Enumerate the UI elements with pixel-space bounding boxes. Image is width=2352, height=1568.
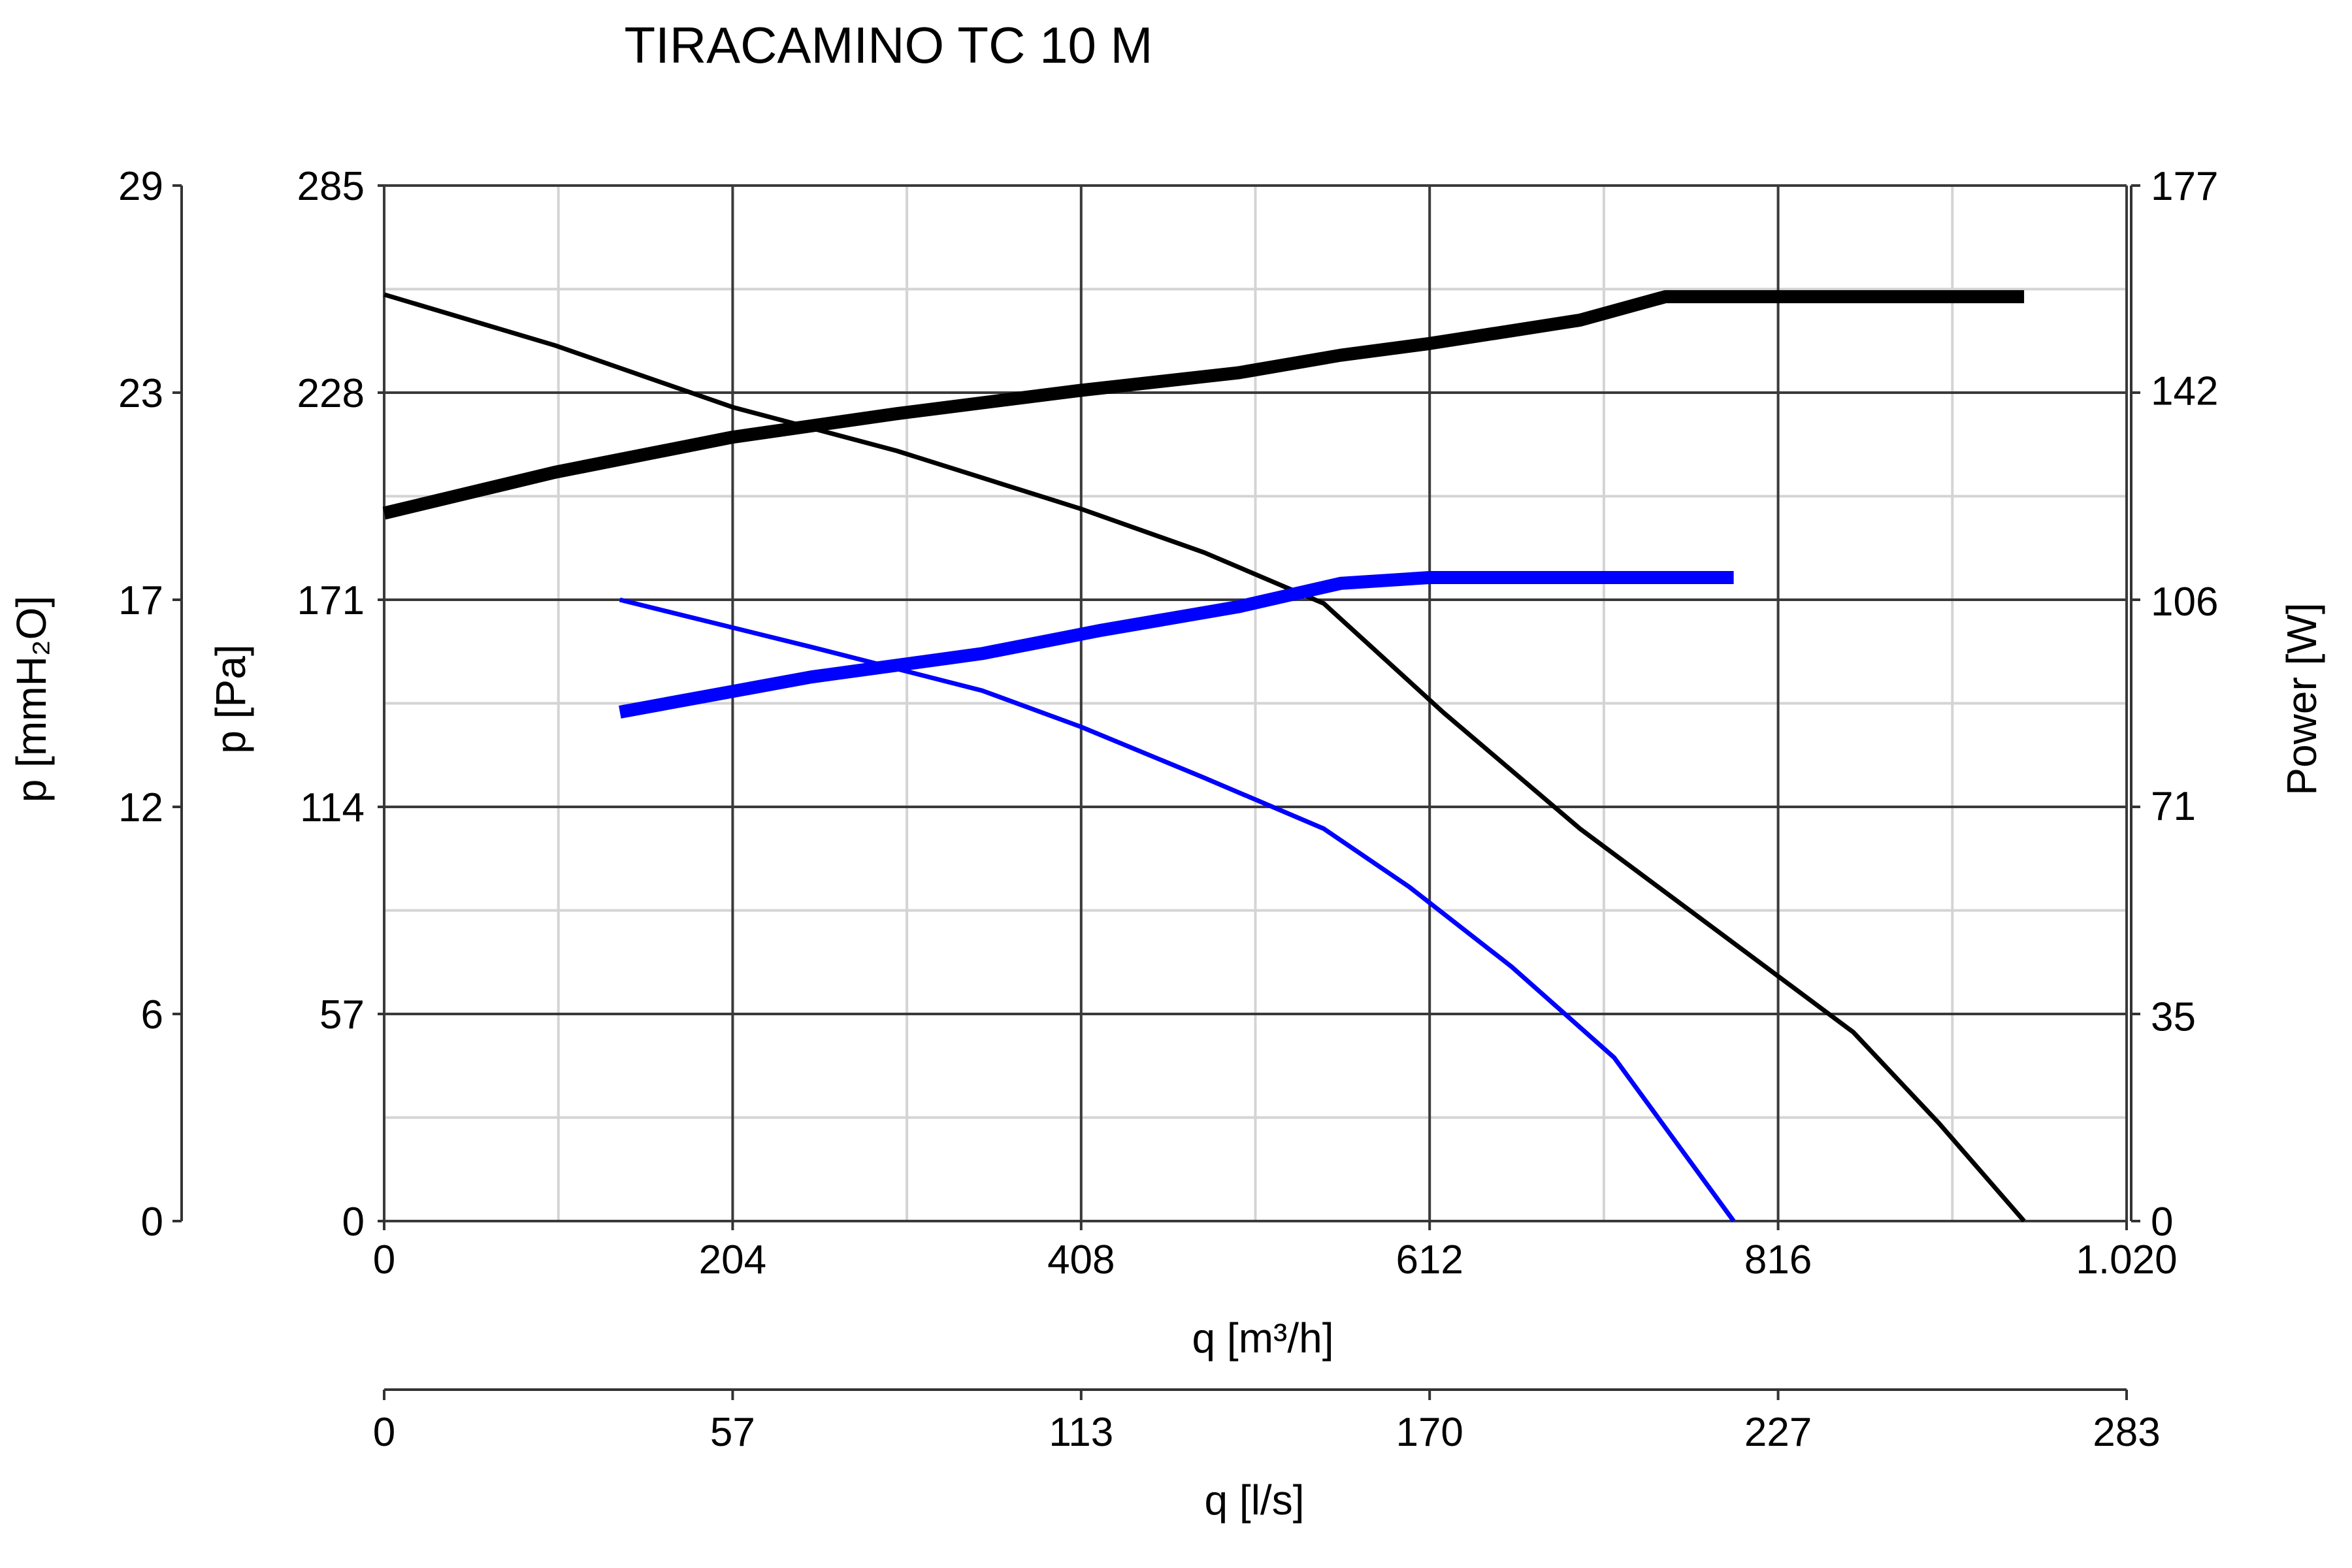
grid-minor xyxy=(384,186,2127,1221)
y-power-tick-label: 0 xyxy=(2151,1200,2173,1245)
y-power-tick-label: 142 xyxy=(2151,368,2218,414)
x-secondary-tick-label: 170 xyxy=(1396,1410,1463,1455)
x-secondary-tick-label: 57 xyxy=(710,1410,755,1455)
series-line-power-blue xyxy=(618,571,1734,719)
y-axis-title-mmh2o: p [mmH₂O] xyxy=(8,596,55,802)
x-secondary-tick-label: 283 xyxy=(2093,1410,2160,1455)
y-pa-tick-label: 228 xyxy=(297,371,365,416)
tick-labels: 0571141712282850612172329035711061421770… xyxy=(118,164,2218,1455)
y-mmh2o-tick-label: 12 xyxy=(118,785,163,830)
x-secondary-tick-label: 113 xyxy=(1049,1410,1113,1455)
x-axis-title-secondary: q [l/s] xyxy=(1205,1477,1305,1524)
x-secondary-tick-label: 227 xyxy=(1744,1410,1812,1455)
y-pa-tick-label: 57 xyxy=(319,992,365,1037)
y-mmh2o-tick-label: 29 xyxy=(118,164,163,209)
grid-major xyxy=(383,184,2128,1222)
y-mmh2o-tick-label: 23 xyxy=(118,371,163,416)
x-primary-tick-label: 1.020 xyxy=(2076,1237,2177,1282)
x-primary-tick-label: 0 xyxy=(373,1237,395,1282)
y-power-tick-label: 35 xyxy=(2151,995,2196,1040)
y-mmh2o-tick-label: 6 xyxy=(141,992,163,1037)
series-group xyxy=(382,290,2026,1223)
x-axis-title-primary: q [m³/h] xyxy=(1192,1315,1334,1362)
y-power-tick-label: 177 xyxy=(2151,164,2218,209)
series-line-pressure-black xyxy=(384,292,2026,1223)
x-primary-tick-label: 816 xyxy=(1744,1237,1812,1282)
x-primary-tick-label: 612 xyxy=(1396,1237,1463,1282)
y-power-tick-label: 106 xyxy=(2151,580,2218,625)
y-mmh2o-tick-label: 0 xyxy=(141,1200,163,1245)
y-mmh2o-tick-label: 17 xyxy=(118,578,163,623)
axes xyxy=(172,184,2140,1400)
series-line-power-black xyxy=(382,290,2025,520)
y-pa-tick-label: 285 xyxy=(297,164,365,209)
y-axis-title-power: Power [W] xyxy=(2278,602,2325,795)
y-axis-title-pa: p [Pa] xyxy=(207,644,254,753)
x-primary-tick-label: 408 xyxy=(1047,1237,1115,1282)
y-power-tick-label: 71 xyxy=(2151,784,2196,829)
y-pa-tick-label: 114 xyxy=(300,785,365,830)
x-primary-tick-label: 204 xyxy=(699,1237,766,1282)
chart-title: TIRACAMINO TC 10 M xyxy=(625,16,1153,74)
x-secondary-tick-label: 0 xyxy=(373,1410,395,1455)
y-pa-tick-label: 0 xyxy=(342,1200,365,1245)
y-pa-tick-label: 171 xyxy=(297,578,365,623)
